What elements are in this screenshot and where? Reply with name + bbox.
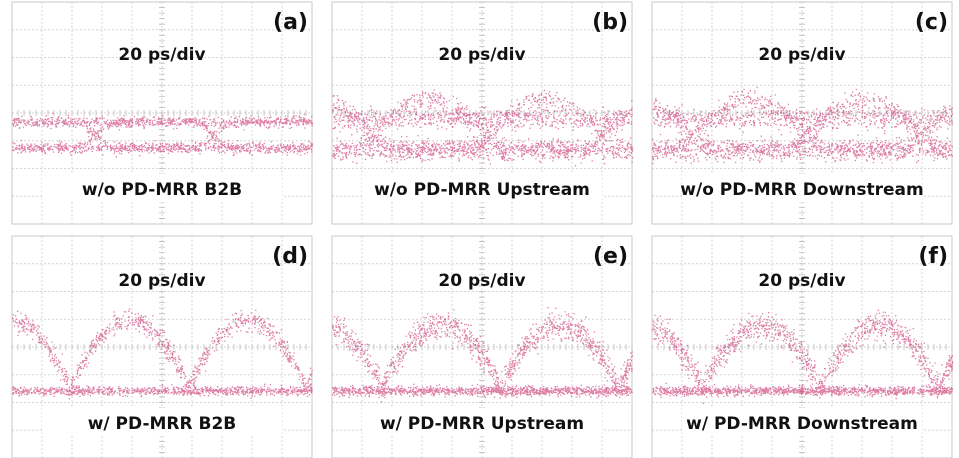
panel: 20 ps/div (a) w/o PD-MRR B2B [12, 2, 313, 224]
panel-label: (a) [273, 10, 308, 35]
panel: 20 ps/div (b) w/o PD-MRR Upstream [332, 2, 633, 224]
panel: 20 ps/div (d) w/ PD-MRR B2B [12, 236, 313, 458]
time-scale: 20 ps/div [438, 45, 525, 65]
time-scale: 20 ps/div [118, 271, 205, 291]
panel-label: (f) [918, 244, 948, 269]
panel-caption: w/o PD-MRR Upstream [374, 180, 590, 200]
time-scale: 20 ps/div [118, 45, 205, 65]
panel-caption: w/ PD-MRR B2B [88, 414, 237, 434]
panel-label: (c) [915, 10, 948, 35]
panel-caption: w/o PD-MRR Downstream [680, 180, 923, 200]
panel: 20 ps/div (f) w/ PD-MRR Downstream [652, 236, 953, 458]
time-scale: 20 ps/div [438, 271, 525, 291]
figure: 20 ps/div (a) w/o PD-MRR B2B 20 ps/div (b) w/… [0, 0, 959, 458]
panel-label: (e) [593, 244, 628, 269]
panel-caption: w/o PD-MRR B2B [82, 180, 242, 200]
panel: 20 ps/div (e) w/ PD-MRR Upstream [332, 236, 633, 458]
panel: 20 ps/div (c) w/o PD-MRR Downstream [652, 2, 953, 224]
panel-caption: w/ PD-MRR Downstream [686, 414, 918, 434]
time-scale: 20 ps/div [758, 271, 845, 291]
panel-caption: w/ PD-MRR Upstream [380, 414, 584, 434]
panel-label: (d) [272, 244, 308, 269]
panel-label: (b) [592, 10, 628, 35]
time-scale: 20 ps/div [758, 45, 845, 65]
